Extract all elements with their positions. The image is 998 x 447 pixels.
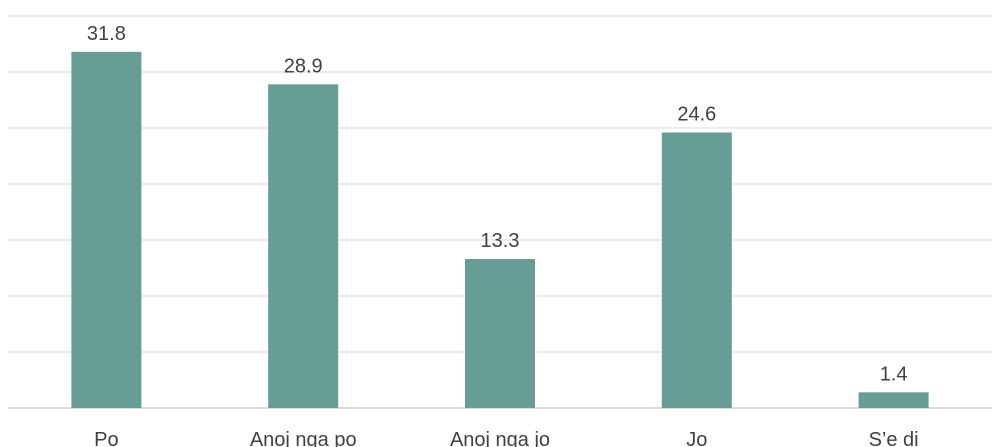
- category-label: Anoj nga po: [250, 429, 357, 447]
- category-label: S’e di: [869, 429, 919, 447]
- data-label: 28.9: [284, 55, 323, 77]
- bar: [71, 51, 142, 409]
- bar: [465, 259, 535, 408]
- bar: [268, 84, 339, 408]
- category-label: Po: [94, 429, 118, 447]
- bar: [858, 392, 929, 408]
- bars: [71, 51, 929, 409]
- data-labels: 31.8 28.9 13.3 24.6 1.4: [87, 23, 908, 385]
- category-label: Anoj nga jo: [450, 429, 550, 447]
- category-label: Jo: [686, 429, 707, 447]
- category-labels: Po Anoj nga po Anoj nga jo Jo S’e di: [94, 429, 918, 447]
- data-label: 24.6: [677, 103, 716, 125]
- data-label: 1.4: [880, 363, 908, 385]
- bar: [661, 132, 732, 409]
- data-label: 31.8: [87, 23, 126, 45]
- data-label: 13.3: [481, 230, 520, 252]
